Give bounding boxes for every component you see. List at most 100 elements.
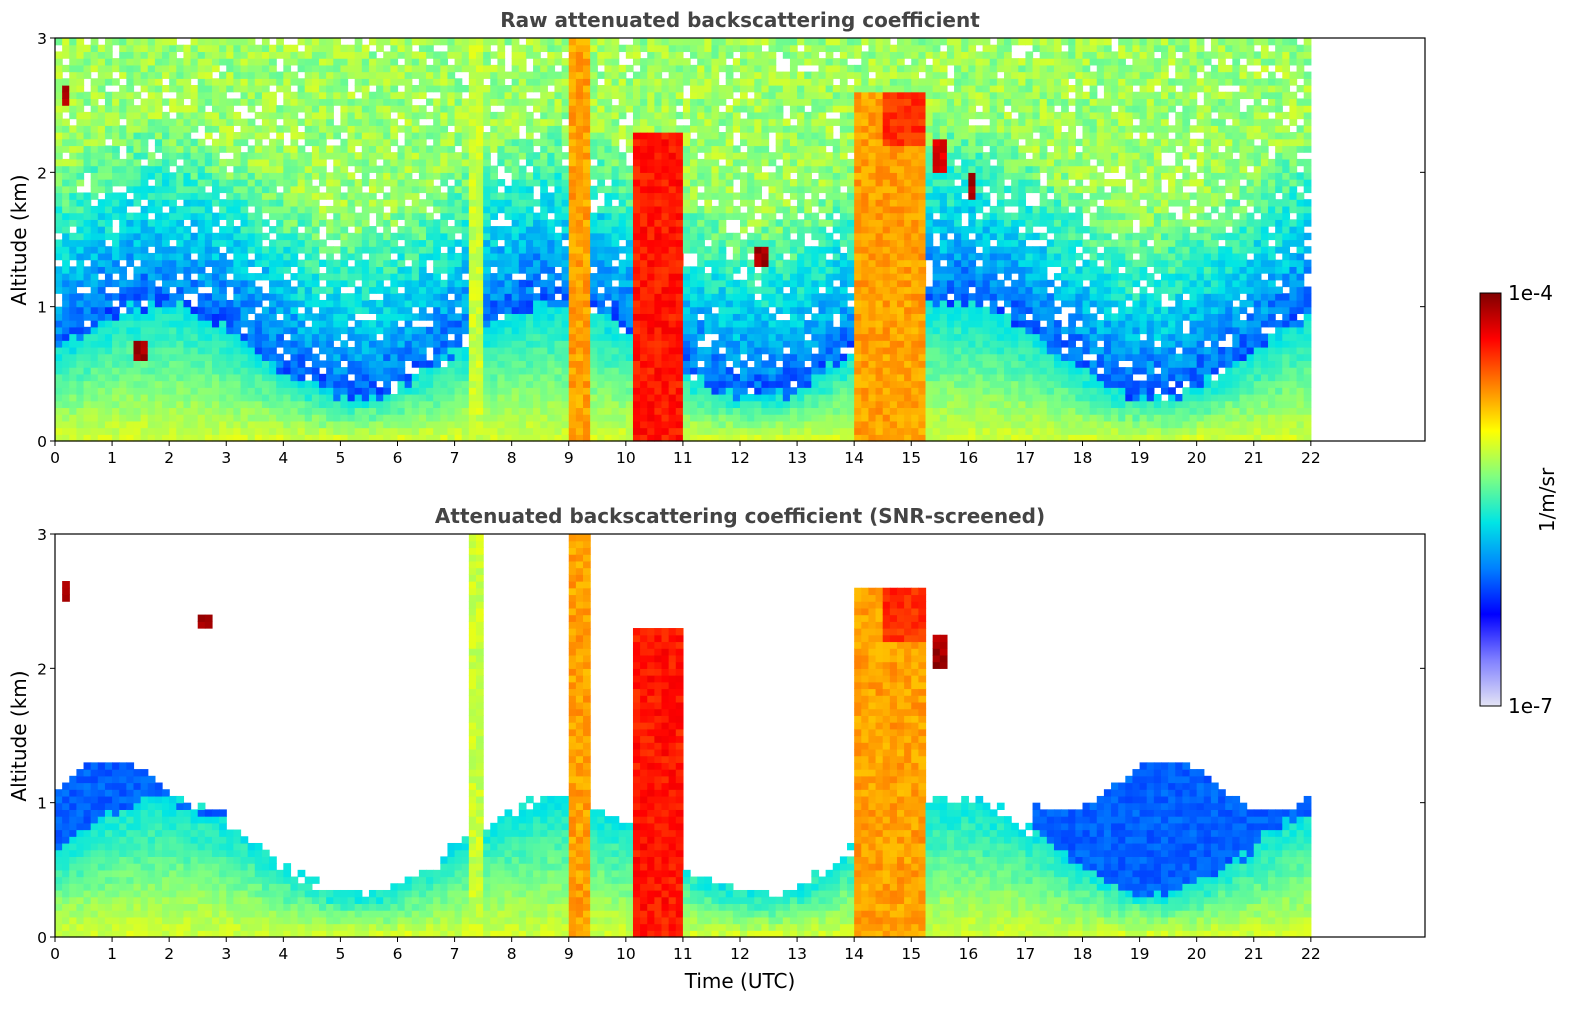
heatmap-cell xyxy=(511,340,520,348)
heatmap-cell xyxy=(169,125,177,133)
heatmap-cell xyxy=(440,340,449,348)
heatmap-cell xyxy=(326,414,334,422)
heatmap-cell xyxy=(533,326,541,335)
heatmap-cell xyxy=(525,145,534,153)
heatmap-cell xyxy=(269,293,277,301)
heatmap-cell xyxy=(55,320,63,328)
heatmap-cell xyxy=(347,125,356,133)
heatmap-cell xyxy=(197,380,206,388)
heatmap-cell xyxy=(583,205,591,214)
heatmap-cell xyxy=(540,78,548,86)
heatmap-cell xyxy=(133,172,142,180)
heatmap-cell xyxy=(440,226,449,234)
heatmap-cell xyxy=(504,380,513,388)
heatmap-cell xyxy=(162,320,170,328)
heatmap-cell xyxy=(183,199,192,207)
heatmap-cell xyxy=(597,118,606,126)
heatmap-cell xyxy=(661,78,670,86)
heatmap-cell xyxy=(661,400,670,409)
heatmap-cell xyxy=(326,145,334,153)
heatmap-cell xyxy=(611,179,620,187)
heatmap-cell xyxy=(682,414,691,422)
heatmap-cell xyxy=(154,373,163,382)
heatmap-cell xyxy=(83,427,92,435)
heatmap-cell xyxy=(133,51,142,59)
heatmap-cell xyxy=(347,333,356,341)
heatmap-cell xyxy=(590,232,598,241)
heatmap-cell xyxy=(632,185,641,194)
heatmap-cell xyxy=(254,51,263,59)
heatmap-cell xyxy=(654,407,663,415)
heatmap-cell xyxy=(204,306,213,314)
heatmap-cell xyxy=(611,393,620,402)
heatmap-cell xyxy=(154,360,163,368)
heatmap-cell xyxy=(668,353,677,361)
heatmap-cell xyxy=(454,273,463,281)
heatmap-cell xyxy=(76,179,85,187)
heatmap-cell xyxy=(647,326,655,335)
heatmap-cell xyxy=(618,279,627,288)
heatmap-cell xyxy=(682,44,691,53)
heatmap-cell xyxy=(176,145,185,153)
heatmap-cell xyxy=(525,340,534,348)
heatmap-cell xyxy=(561,400,570,409)
heatmap-cell xyxy=(90,299,99,308)
heatmap-cell xyxy=(461,266,470,274)
heatmap-cell xyxy=(590,38,598,46)
heatmap-cell xyxy=(290,138,299,147)
heatmap-cell xyxy=(533,313,541,321)
heatmap-cell xyxy=(661,259,670,267)
heatmap-cell xyxy=(197,293,206,301)
heatmap-cell xyxy=(511,266,520,274)
heatmap-cell xyxy=(618,407,627,415)
heatmap-cell xyxy=(112,105,120,113)
heatmap-cell xyxy=(76,38,85,46)
heatmap-cell xyxy=(283,299,292,308)
heatmap-cell xyxy=(583,320,591,328)
heatmap-cell xyxy=(468,320,477,328)
heatmap-cell xyxy=(383,38,391,46)
heatmap-cell xyxy=(162,360,170,368)
heatmap-cell xyxy=(454,158,463,167)
heatmap-cell xyxy=(290,145,299,153)
heatmap-cell xyxy=(297,353,306,361)
heatmap-cell xyxy=(183,85,192,93)
heatmap-cell xyxy=(483,172,491,180)
heatmap-cell xyxy=(468,118,477,126)
heatmap-cell xyxy=(154,199,163,207)
heatmap-cell xyxy=(76,58,85,66)
heatmap-cell xyxy=(654,373,663,382)
heatmap-cell xyxy=(518,105,527,113)
heatmap-cell xyxy=(62,373,70,382)
heatmap-cell xyxy=(154,299,163,308)
heatmap-cell xyxy=(112,199,120,207)
heatmap-cell xyxy=(69,192,78,200)
heatmap-cell xyxy=(283,64,292,73)
heatmap-cell xyxy=(290,320,299,328)
heatmap-cell xyxy=(411,138,420,147)
heatmap-cell xyxy=(540,105,548,113)
heatmap-cell xyxy=(490,273,498,281)
heatmap-cell xyxy=(276,293,284,301)
heatmap-cell xyxy=(654,145,663,153)
heatmap-cell xyxy=(590,105,598,113)
heatmap-cell xyxy=(468,192,477,200)
heatmap-cell xyxy=(311,145,320,153)
heatmap-cell xyxy=(618,219,627,227)
heatmap-cell xyxy=(233,232,242,241)
heatmap-cell xyxy=(640,367,648,375)
heatmap-cell xyxy=(90,434,99,442)
heatmap-cell xyxy=(390,232,399,241)
heatmap-cell xyxy=(204,313,213,321)
heatmap-cell xyxy=(668,279,677,288)
heatmap-cell xyxy=(454,407,463,415)
heatmap-cell xyxy=(654,85,663,93)
heatmap-cell xyxy=(575,138,584,147)
heatmap-cell xyxy=(226,125,234,133)
heatmap-cell xyxy=(597,326,606,335)
heatmap-cell xyxy=(154,313,163,321)
heatmap-cell xyxy=(554,158,563,167)
heatmap-cell xyxy=(361,158,370,167)
heatmap-cell xyxy=(304,273,313,281)
heatmap-cell xyxy=(504,118,513,126)
